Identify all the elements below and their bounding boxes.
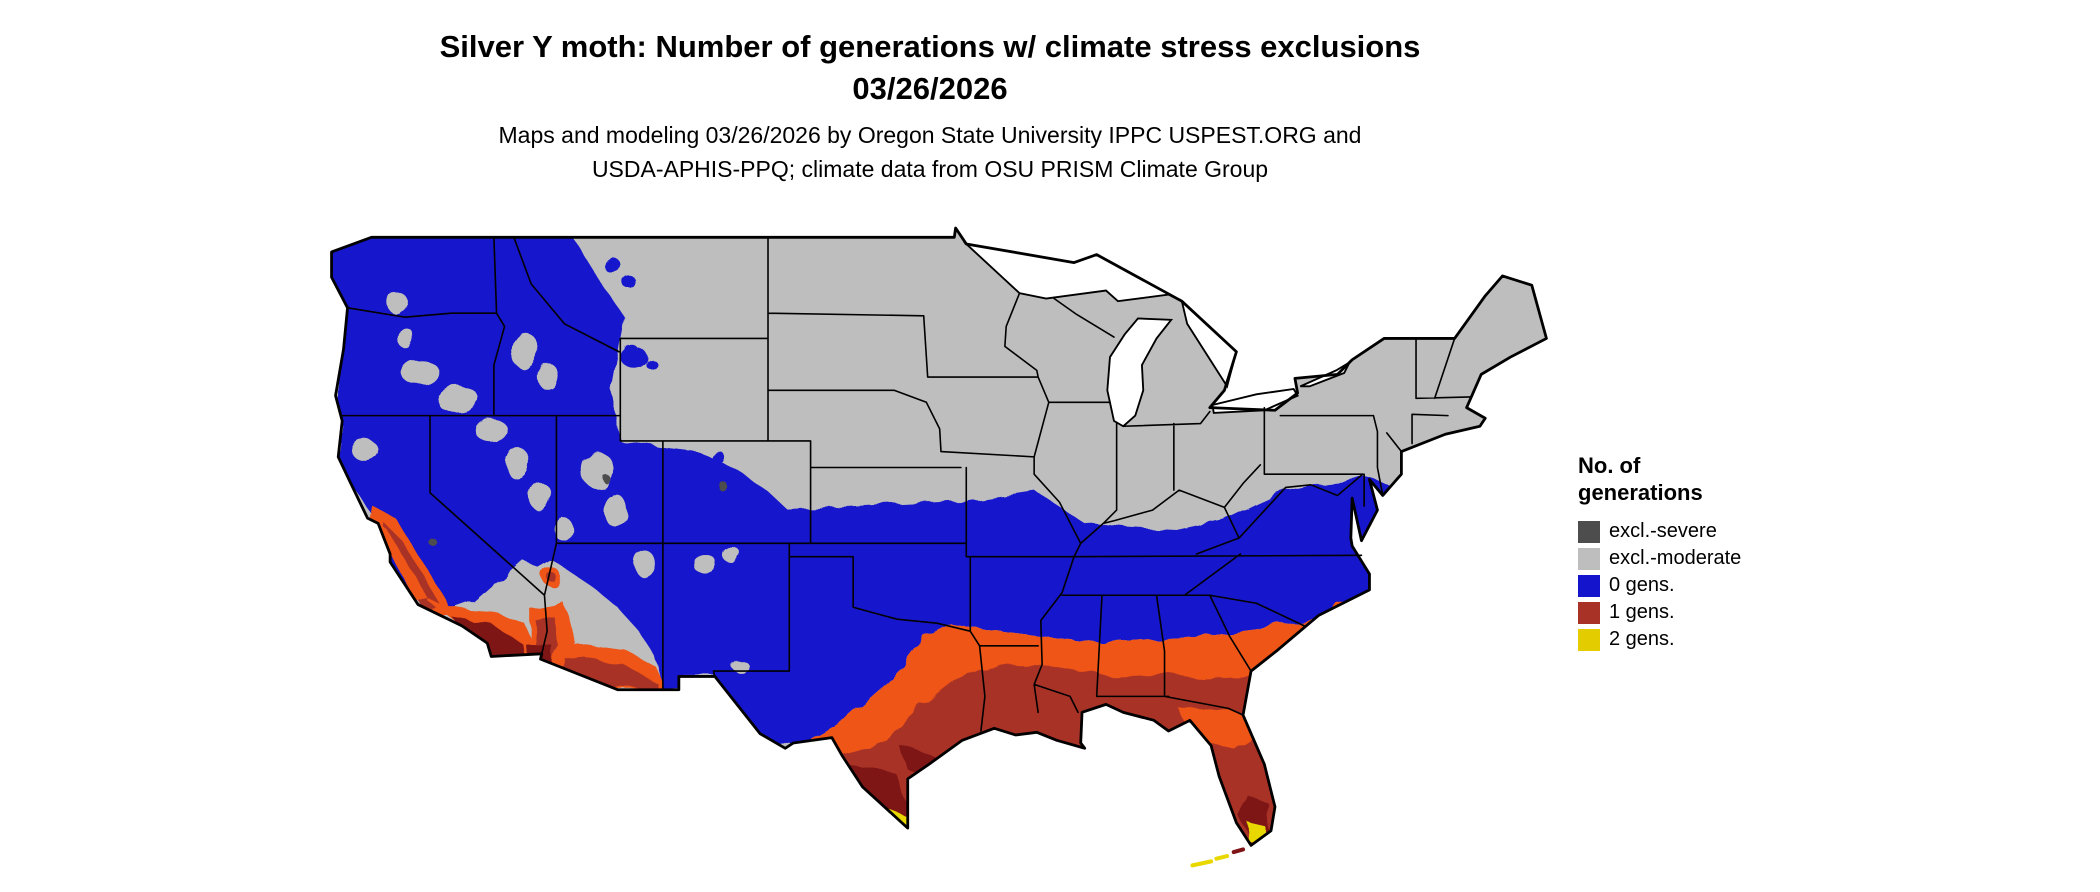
zero-gens-region <box>331 227 1464 746</box>
legend-item-label: excl.-severe <box>1609 520 1717 542</box>
central-valley-red <box>383 522 440 612</box>
legend-item: 2 gens. <box>1578 626 1818 653</box>
us-generations-map <box>321 224 1553 884</box>
title-line-2: 03/26/2026 <box>852 71 1008 106</box>
north-florida-orange <box>1176 705 1260 751</box>
excl-severe-specks <box>427 475 729 545</box>
legend-swatch <box>1578 601 1600 624</box>
attribution: Maps and modeling 03/26/2026 by Oregon S… <box>0 118 1860 186</box>
legend-item: 1 gens. <box>1578 599 1818 626</box>
attribution-line-1: Maps and modeling 03/26/2026 by Oregon S… <box>498 122 1362 148</box>
legend-title: No. of generations <box>1578 452 1818 506</box>
excl-moderate-patches <box>351 291 749 673</box>
legend-item: 0 gens. <box>1578 572 1818 599</box>
socal-darkred <box>451 616 525 664</box>
legend-swatch <box>1578 628 1600 651</box>
legend-item: excl.-severe <box>1578 518 1818 545</box>
attribution-line-2: USDA-APHIS-PPQ; climate data from OSU PR… <box>591 156 1269 182</box>
legend-item-label: 0 gens. <box>1609 574 1675 596</box>
legend-swatch <box>1578 520 1600 543</box>
legend-item-label: 2 gens. <box>1609 628 1675 650</box>
us-outline <box>330 226 1548 847</box>
title-line-1: Silver Y moth: Number of generations w/ … <box>439 29 1421 64</box>
zero-gens-speckles <box>603 255 741 489</box>
legend-swatch <box>1578 574 1600 597</box>
raster-layer <box>331 227 1547 846</box>
map-legend: No. of generations excl.-severe excl.-mo… <box>1578 452 1818 653</box>
legend-item-label: excl.-moderate <box>1609 547 1742 569</box>
map-svg <box>330 226 1548 868</box>
page-title: Silver Y moth: Number of generations w/ … <box>0 26 1860 110</box>
legend-title-line-2: generations <box>1578 480 1703 505</box>
yuma-darkred <box>524 643 554 680</box>
florida-keys <box>1190 847 1246 868</box>
lake-ontario <box>1299 359 1352 388</box>
legend-item: excl.-moderate <box>1578 545 1818 572</box>
legend-items: excl.-severe excl.-moderate 0 gens. 1 ge… <box>1578 518 1818 653</box>
state-boundaries <box>341 236 1472 732</box>
south-florida-darkred <box>1239 793 1270 837</box>
coast-range-orange <box>378 523 429 605</box>
legend-title-line-1: No. of <box>1578 453 1641 478</box>
legend-item-label: 1 gens. <box>1609 601 1675 623</box>
legend-swatch <box>1578 547 1600 570</box>
arizona-red <box>548 656 658 690</box>
lake-michigan <box>1106 317 1174 428</box>
lake-erie <box>1211 387 1299 414</box>
